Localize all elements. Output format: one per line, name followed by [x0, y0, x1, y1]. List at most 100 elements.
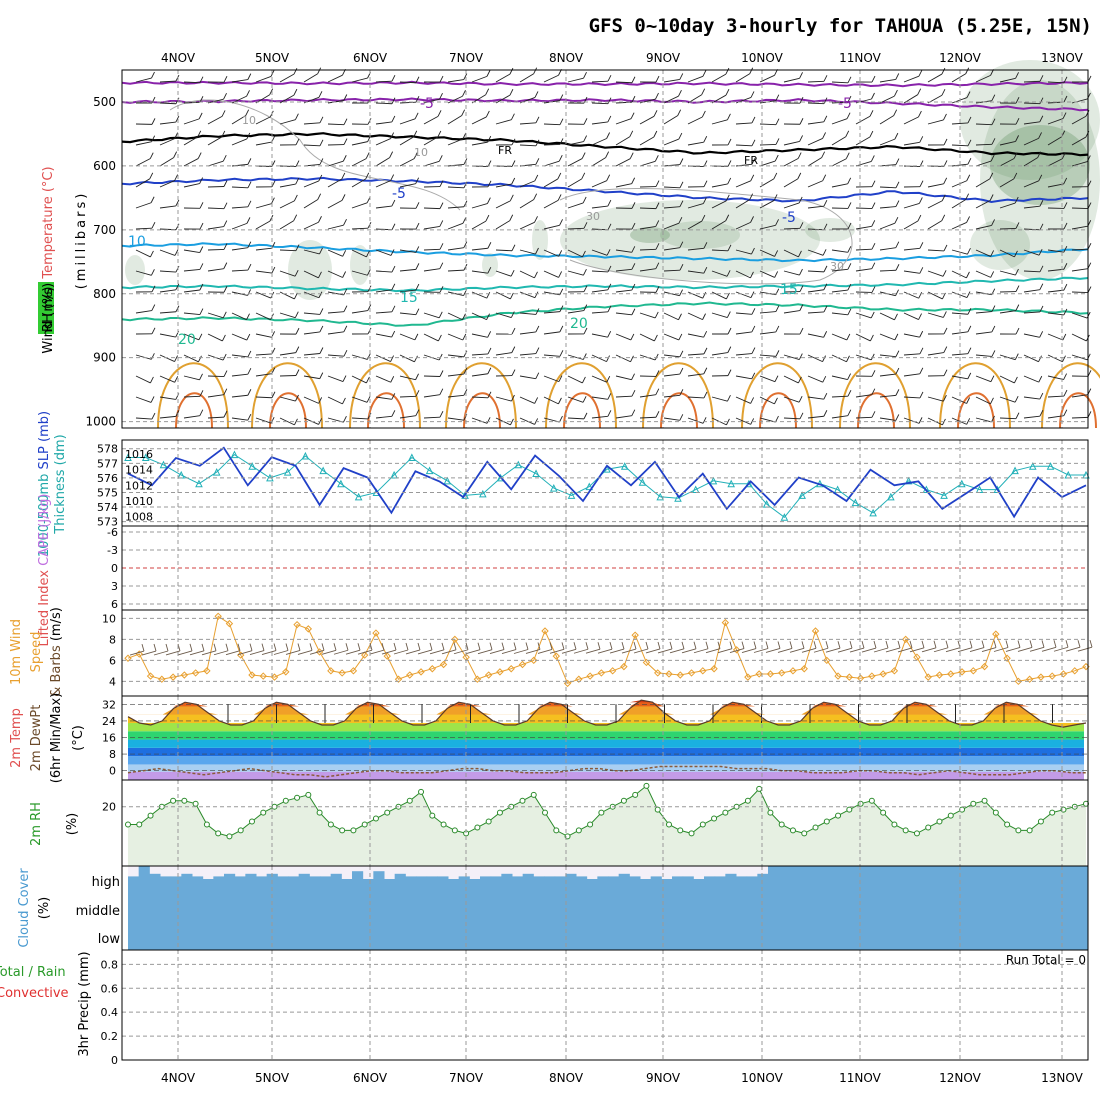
rh-area: [482, 253, 498, 277]
wind-speed-point: [428, 665, 437, 673]
wind-barb: [207, 207, 225, 210]
wind-speed-point: [687, 669, 696, 677]
wind-barb: [543, 144, 561, 146]
wind-barb: [663, 186, 681, 189]
surface-barb-flag: [873, 640, 877, 649]
cloud-high-bar: [704, 876, 716, 892]
wind-barb-flag: [823, 305, 828, 313]
wind-speed-point: [868, 672, 876, 680]
wind-barb: [279, 396, 296, 402]
thickness-ylabel-2: Thickness (dm): [53, 434, 68, 534]
wind-barb: [591, 249, 608, 256]
wind-barb-flag: [966, 271, 970, 279]
wind-barb: [567, 158, 583, 167]
wind-barb: [951, 180, 967, 188]
wind-barb-flag: [463, 200, 468, 207]
rh2m-point: [654, 806, 661, 813]
wind-barb-flag: [895, 289, 899, 296]
cloud-high-bar: [458, 876, 470, 892]
wind-barb: [447, 163, 464, 167]
wind-barb-flag: [749, 67, 754, 74]
cloud-high-bar: [416, 876, 428, 892]
cloud-high-bar: [565, 873, 577, 892]
rh2m-point: [665, 821, 672, 828]
wind-barb-flag: [967, 139, 972, 146]
slp-tick: 1014: [125, 464, 153, 477]
surface-barb: [465, 649, 481, 655]
wind-barb: [255, 270, 272, 274]
wind-barb: [375, 333, 392, 338]
cloud-high-bar: [810, 866, 822, 892]
wind-barb-flag: [1063, 76, 1068, 83]
wind-barb: [375, 289, 392, 293]
wind-barb-flag: [631, 222, 636, 230]
wind-barb: [879, 115, 894, 125]
cloud-high-bar: [160, 876, 172, 892]
wind-barb: [207, 248, 225, 251]
wind-barb-flag: [774, 271, 779, 278]
surface-barb-flag: [501, 642, 505, 650]
li-tick: 0: [111, 562, 118, 575]
wind-barb: [519, 417, 535, 425]
wind-barb: [879, 78, 896, 83]
wind-barb: [663, 417, 680, 421]
wind-barb-flag: [845, 152, 850, 159]
wind-barb: [735, 180, 751, 188]
surface-barb: [297, 649, 313, 655]
wind-barb: [1047, 312, 1064, 316]
wind-barb: [1047, 333, 1063, 341]
surface-isotherm: [349, 362, 421, 429]
surface-barb: [129, 650, 145, 656]
thickness-point: [567, 491, 576, 499]
rh2m-point: [339, 827, 346, 834]
wind-barb-flag: [607, 410, 612, 417]
wind-barb-flag: [293, 214, 298, 221]
wind-barb-flag: [365, 152, 370, 159]
contour-label: 10: [414, 146, 428, 159]
wind-barb: [663, 373, 680, 377]
wind-barb: [351, 396, 368, 403]
wind-speed-point: [383, 652, 391, 660]
cloud-high-bar: [448, 879, 460, 892]
wind-barb-flag: [223, 388, 228, 395]
wind-barb-flag: [917, 214, 922, 222]
rh-area-dense: [990, 125, 1090, 205]
wind-barb: [687, 116, 703, 125]
wind-barb-flag: [823, 223, 828, 230]
wind-barb-flag: [246, 217, 251, 224]
wind-barb: [519, 312, 536, 315]
wind-barb-flag: [919, 330, 924, 338]
wind-barb-flag: [391, 97, 396, 104]
wind-barb-flag: [630, 355, 634, 362]
wind-barb-flag: [511, 113, 515, 120]
wind-barb-flag: [823, 410, 828, 417]
wind-barb: [831, 158, 847, 167]
rh2m-point: [756, 785, 763, 792]
wind-barb-flag: [223, 220, 228, 227]
surface-barb-flag: [441, 642, 445, 650]
wind-barb-flag: [438, 155, 443, 162]
rh2m-point: [699, 821, 706, 828]
wind-barb: [327, 74, 343, 83]
wind-barb-flag: [222, 311, 227, 318]
wind-barb: [999, 158, 1015, 167]
wind-barb-flag: [486, 417, 491, 424]
wind-barb: [1047, 158, 1063, 167]
temp-band: [128, 764, 1084, 772]
wind-barb-flag: [415, 308, 420, 315]
wind-barb-flag: [653, 110, 658, 117]
wind-barb: [327, 311, 344, 314]
x-tick-top: 12NOV: [939, 51, 981, 65]
wind-barb: [375, 396, 392, 400]
wind-barb-flag: [558, 271, 563, 278]
wind-barb: [903, 270, 920, 274]
wind-barb: [903, 417, 920, 424]
surface-barb: [1017, 646, 1033, 652]
wind-barb-flag: [437, 110, 442, 117]
wind-barb-flag: [485, 88, 490, 95]
wind-barb: [423, 160, 440, 167]
cloud-high-bar: [202, 879, 214, 892]
wind-barb-flag: [991, 219, 995, 226]
wind-barb-flag: [653, 130, 658, 138]
thickness-point: [141, 453, 150, 461]
